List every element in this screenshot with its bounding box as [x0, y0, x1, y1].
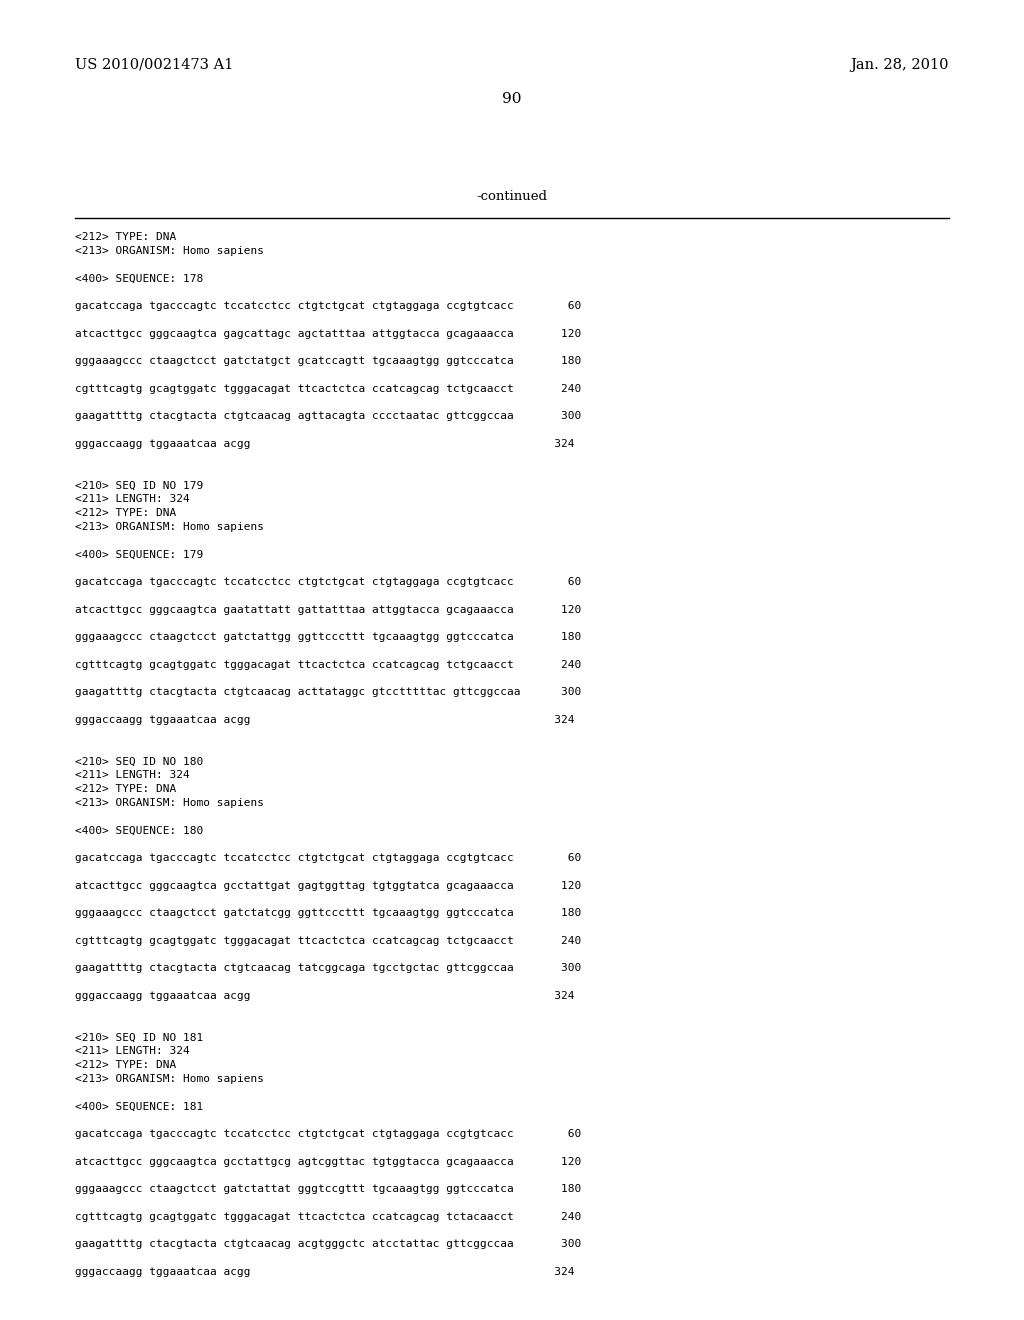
Text: <211> LENGTH: 324: <211> LENGTH: 324: [75, 1047, 189, 1056]
Text: gggaccaagg tggaaatcaa acgg                                             324: gggaccaagg tggaaatcaa acgg 324: [75, 1267, 574, 1276]
Text: <211> LENGTH: 324: <211> LENGTH: 324: [75, 770, 189, 780]
Text: gaagattttg ctacgtacta ctgtcaacag tatcggcaga tgcctgctac gttcggccaa       300: gaagattttg ctacgtacta ctgtcaacag tatcggc…: [75, 964, 582, 973]
Text: <212> TYPE: DNA: <212> TYPE: DNA: [75, 1060, 176, 1071]
Text: <211> LENGTH: 324: <211> LENGTH: 324: [75, 494, 189, 504]
Text: <400> SEQUENCE: 181: <400> SEQUENCE: 181: [75, 1101, 203, 1111]
Text: <213> ORGANISM: Homo sapiens: <213> ORGANISM: Homo sapiens: [75, 797, 264, 808]
Text: gggaaagccc ctaagctcct gatctatgct gcatccagtt tgcaaagtgg ggtcccatca       180: gggaaagccc ctaagctcct gatctatgct gcatcca…: [75, 356, 582, 366]
Text: Jan. 28, 2010: Jan. 28, 2010: [851, 58, 949, 73]
Text: gggaaagccc ctaagctcct gatctattgg ggttcccttt tgcaaagtgg ggtcccatca       180: gggaaagccc ctaagctcct gatctattgg ggttccc…: [75, 632, 582, 643]
Text: gggaccaagg tggaaatcaa acgg                                             324: gggaccaagg tggaaatcaa acgg 324: [75, 715, 574, 725]
Text: <213> ORGANISM: Homo sapiens: <213> ORGANISM: Homo sapiens: [75, 1073, 264, 1084]
Text: gacatccaga tgacccagtc tccatcctcc ctgtctgcat ctgtaggaga ccgtgtcacc        60: gacatccaga tgacccagtc tccatcctcc ctgtctg…: [75, 301, 582, 312]
Text: <210> SEQ ID NO 179: <210> SEQ ID NO 179: [75, 480, 203, 491]
Text: gacatccaga tgacccagtc tccatcctcc ctgtctgcat ctgtaggaga ccgtgtcacc        60: gacatccaga tgacccagtc tccatcctcc ctgtctg…: [75, 1129, 582, 1139]
Text: atcacttgcc gggcaagtca gcctattgat gagtggttag tgtggtatca gcagaaacca       120: atcacttgcc gggcaagtca gcctattgat gagtggt…: [75, 880, 582, 891]
Text: atcacttgcc gggcaagtca gcctattgcg agtcggttac tgtggtacca gcagaaacca       120: atcacttgcc gggcaagtca gcctattgcg agtcggt…: [75, 1156, 582, 1167]
Text: -continued: -continued: [476, 190, 548, 203]
Text: gacatccaga tgacccagtc tccatcctcc ctgtctgcat ctgtaggaga ccgtgtcacc        60: gacatccaga tgacccagtc tccatcctcc ctgtctg…: [75, 853, 582, 863]
Text: <210> SEQ ID NO 181: <210> SEQ ID NO 181: [75, 1032, 203, 1043]
Text: <213> ORGANISM: Homo sapiens: <213> ORGANISM: Homo sapiens: [75, 246, 264, 256]
Text: cgtttcagtg gcagtggatc tgggacagat ttcactctca ccatcagcag tctgcaacct       240: cgtttcagtg gcagtggatc tgggacagat ttcactc…: [75, 936, 582, 946]
Text: <400> SEQUENCE: 180: <400> SEQUENCE: 180: [75, 825, 203, 836]
Text: <400> SEQUENCE: 179: <400> SEQUENCE: 179: [75, 549, 203, 560]
Text: atcacttgcc gggcaagtca gagcattagc agctatttaa attggtacca gcagaaacca       120: atcacttgcc gggcaagtca gagcattagc agctatt…: [75, 329, 582, 339]
Text: gggaccaagg tggaaatcaa acgg                                             324: gggaccaagg tggaaatcaa acgg 324: [75, 440, 574, 449]
Text: gacatccaga tgacccagtc tccatcctcc ctgtctgcat ctgtaggaga ccgtgtcacc        60: gacatccaga tgacccagtc tccatcctcc ctgtctg…: [75, 577, 582, 587]
Text: 90: 90: [502, 92, 522, 106]
Text: cgtttcagtg gcagtggatc tgggacagat ttcactctca ccatcagcag tctgcaacct       240: cgtttcagtg gcagtggatc tgggacagat ttcactc…: [75, 384, 582, 393]
Text: <210> SEQ ID NO 180: <210> SEQ ID NO 180: [75, 756, 203, 767]
Text: <213> ORGANISM: Homo sapiens: <213> ORGANISM: Homo sapiens: [75, 521, 264, 532]
Text: <212> TYPE: DNA: <212> TYPE: DNA: [75, 232, 176, 242]
Text: gggaccaagg tggaaatcaa acgg                                             324: gggaccaagg tggaaatcaa acgg 324: [75, 991, 574, 1001]
Text: atcacttgcc gggcaagtca gaatattatt gattatttaa attggtacca gcagaaacca       120: atcacttgcc gggcaagtca gaatattatt gattatt…: [75, 605, 582, 615]
Text: cgtttcagtg gcagtggatc tgggacagat ttcactctca ccatcagcag tctgcaacct       240: cgtttcagtg gcagtggatc tgggacagat ttcactc…: [75, 660, 582, 669]
Text: <400> SEQUENCE: 178: <400> SEQUENCE: 178: [75, 273, 203, 284]
Text: <212> TYPE: DNA: <212> TYPE: DNA: [75, 508, 176, 517]
Text: US 2010/0021473 A1: US 2010/0021473 A1: [75, 58, 233, 73]
Text: cgtttcagtg gcagtggatc tgggacagat ttcactctca ccatcagcag tctacaacct       240: cgtttcagtg gcagtggatc tgggacagat ttcactc…: [75, 1212, 582, 1222]
Text: <212> TYPE: DNA: <212> TYPE: DNA: [75, 784, 176, 795]
Text: gggaaagccc ctaagctcct gatctattat gggtccgttt tgcaaagtgg ggtcccatca       180: gggaaagccc ctaagctcct gatctattat gggtccg…: [75, 1184, 582, 1195]
Text: gaagattttg ctacgtacta ctgtcaacag agttacagta cccctaatac gttcggccaa       300: gaagattttg ctacgtacta ctgtcaacag agttaca…: [75, 412, 582, 421]
Text: gaagattttg ctacgtacta ctgtcaacag acttataggc gtcctttttac gttcggccaa      300: gaagattttg ctacgtacta ctgtcaacag acttata…: [75, 688, 582, 697]
Text: gggaaagccc ctaagctcct gatctatcgg ggttcccttt tgcaaagtgg ggtcccatca       180: gggaaagccc ctaagctcct gatctatcgg ggttccc…: [75, 908, 582, 919]
Text: gaagattttg ctacgtacta ctgtcaacag acgtgggctc atcctattac gttcggccaa       300: gaagattttg ctacgtacta ctgtcaacag acgtggg…: [75, 1239, 582, 1250]
